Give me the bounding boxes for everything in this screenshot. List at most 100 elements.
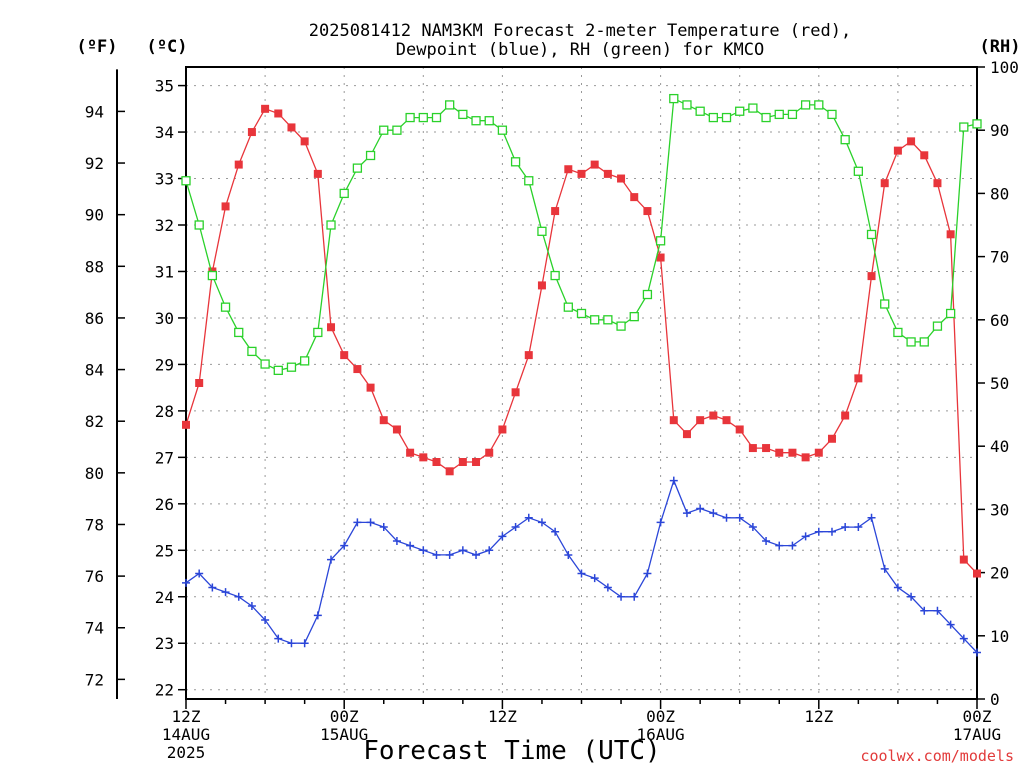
credit-text: coolwx.com/models — [860, 747, 1014, 765]
dewpoint-point — [590, 574, 599, 583]
celsius-tick-label: 35 — [155, 77, 174, 96]
temperature-point — [907, 137, 916, 146]
rh-point — [603, 315, 613, 325]
rh-point — [629, 311, 639, 322]
dewpoint-point — [445, 550, 454, 559]
dewpoint-point — [195, 569, 204, 578]
rh-point — [247, 346, 257, 357]
dewpoint-point — [959, 634, 968, 643]
rh-point — [286, 362, 297, 372]
temperature-point — [959, 555, 968, 564]
temperature-point — [946, 230, 955, 239]
dewpoint-point — [524, 513, 533, 522]
dewpoint-point — [485, 546, 494, 555]
dewpoint-point — [379, 523, 388, 532]
rh-point — [761, 112, 771, 123]
dewpoint-point — [973, 648, 981, 657]
temperature-point — [366, 383, 375, 392]
temperature-point — [300, 137, 309, 146]
temperature-point — [669, 416, 678, 425]
rh-point — [748, 103, 758, 113]
temperature-point — [458, 458, 467, 466]
celsius-tick-label: 22 — [155, 681, 174, 700]
dewpoint-point — [696, 504, 705, 513]
rh-point — [616, 321, 626, 331]
rh-point — [392, 125, 402, 135]
temperature-point — [762, 444, 771, 453]
celsius-axis-unit: (ºC) — [147, 37, 188, 57]
dewpoint-point — [643, 569, 652, 578]
dewpoint-point — [880, 564, 889, 573]
dewpoint-line — [185, 478, 978, 653]
dewpoint-point — [656, 518, 665, 527]
rh-point — [840, 135, 850, 145]
temperature-point — [788, 448, 797, 457]
rh-point — [234, 327, 244, 338]
fahrenheit-tick-label: 80 — [85, 464, 104, 483]
chart-series — [181, 93, 982, 657]
temperature-point — [696, 416, 705, 425]
dewpoint-point — [762, 537, 771, 545]
x-axis-label: Forecast Time (UTC) — [363, 736, 660, 766]
rh-point — [299, 356, 310, 366]
temperature-point — [261, 104, 270, 113]
x-tick-label: 00Z — [963, 707, 992, 726]
rh-point — [260, 359, 270, 369]
x-tick-label: 12Z — [172, 707, 201, 726]
temperature-point — [472, 458, 481, 466]
dewpoint-point — [313, 611, 322, 620]
rh-point — [497, 125, 508, 135]
rh-tick-label: 60 — [990, 311, 1009, 330]
dewpoint-point — [498, 532, 507, 541]
rh-tick-label: 10 — [990, 627, 1009, 646]
dewpoint-point — [261, 616, 270, 624]
temperature-point — [445, 467, 454, 476]
dewpoint-point — [182, 578, 190, 587]
celsius-tick-label: 32 — [155, 216, 174, 235]
dewpoint-point — [234, 592, 243, 601]
chart-title-line-2: Dewpoint (blue), RH (green) for KMCO — [396, 40, 764, 60]
dewpoint-point — [300, 639, 309, 648]
rh-tick-label: 90 — [990, 121, 1009, 140]
x-tick-label: 00Z — [646, 707, 675, 726]
temperature-point — [735, 425, 744, 434]
dewpoint-point — [340, 541, 349, 550]
rh-point — [524, 176, 534, 186]
rh-point — [339, 188, 349, 199]
rh-point — [800, 100, 811, 110]
fahrenheit-tick-label: 76 — [85, 567, 104, 586]
dewpoint-point — [221, 588, 230, 597]
dewpoint-point — [577, 569, 586, 578]
rh-point — [484, 116, 494, 126]
rh-point — [207, 270, 218, 281]
dewpoint-point — [854, 523, 863, 532]
dewpoint-point — [208, 583, 217, 592]
rh-point — [853, 166, 863, 176]
x-tick-label: 12Z — [804, 707, 833, 726]
temperature-point — [920, 151, 929, 160]
rh-point — [774, 109, 784, 120]
dewpoint-point — [603, 583, 612, 592]
dewpoint-point — [432, 550, 441, 559]
temperature-point — [854, 374, 863, 383]
dewpoint-point — [801, 532, 810, 541]
rh-point — [537, 226, 547, 236]
dewpoint-point — [709, 509, 718, 518]
temperature-point — [814, 448, 823, 457]
celsius-tick-label: 30 — [155, 309, 174, 328]
temperature-point — [432, 458, 441, 466]
rh-point — [418, 112, 428, 123]
celsius-tick-label: 27 — [155, 448, 174, 467]
temperature-point — [353, 365, 362, 374]
rh-point — [695, 106, 705, 116]
dewpoint-point — [247, 602, 256, 611]
temperature-point — [656, 253, 665, 262]
temperature-point — [577, 169, 586, 178]
rh-point — [919, 337, 929, 347]
temperature-point — [973, 569, 981, 578]
fahrenheit-tick-label: 74 — [85, 619, 104, 638]
rh-point — [431, 112, 442, 123]
temperature-point — [880, 179, 889, 188]
dewpoint-point — [946, 620, 955, 629]
celsius-tick-label: 29 — [155, 355, 174, 374]
